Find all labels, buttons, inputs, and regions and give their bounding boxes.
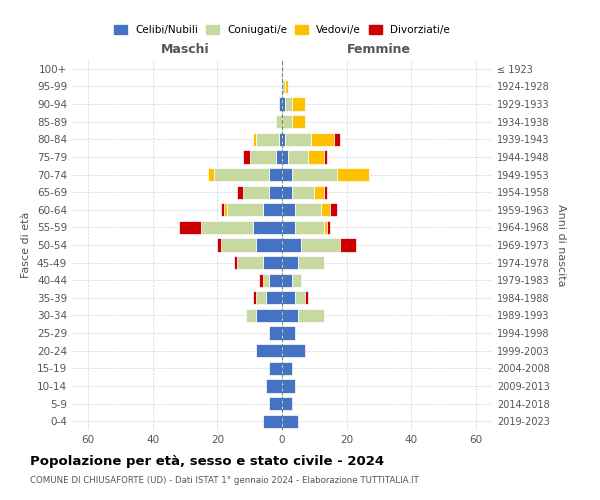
Bar [314, 186, 324, 198]
Bar [256, 344, 282, 358]
Bar [221, 203, 224, 216]
Bar [282, 221, 295, 234]
Bar [282, 291, 295, 304]
Bar [282, 397, 292, 410]
Bar [282, 344, 305, 358]
Bar [253, 132, 256, 146]
Bar [282, 80, 285, 93]
Bar [266, 380, 282, 392]
Text: COMUNE DI CHIUSAFORTE (UD) - Dati ISTAT 1° gennaio 2024 - Elaborazione TUTTITALI: COMUNE DI CHIUSAFORTE (UD) - Dati ISTAT … [30, 476, 419, 485]
Bar [282, 132, 285, 146]
Bar [324, 186, 327, 198]
Bar [292, 168, 337, 181]
Bar [269, 168, 282, 181]
Bar [208, 168, 214, 181]
Bar [331, 203, 337, 216]
Bar [327, 221, 331, 234]
Bar [285, 80, 289, 93]
Bar [256, 291, 266, 304]
Bar [285, 132, 311, 146]
Bar [269, 326, 282, 340]
Bar [337, 168, 369, 181]
Y-axis label: Fasce di età: Fasce di età [22, 212, 31, 278]
Bar [282, 326, 295, 340]
Bar [237, 186, 243, 198]
Bar [285, 98, 292, 110]
Bar [247, 309, 256, 322]
Bar [282, 256, 298, 269]
Bar [243, 150, 250, 164]
Bar [292, 186, 314, 198]
Bar [250, 150, 275, 164]
Bar [263, 274, 269, 287]
Bar [269, 186, 282, 198]
Y-axis label: Anni di nascita: Anni di nascita [556, 204, 566, 286]
Bar [324, 221, 327, 234]
Bar [263, 203, 282, 216]
Legend: Celibi/Nubili, Coniugati/e, Vedovi/e, Divorziati/e: Celibi/Nubili, Coniugati/e, Vedovi/e, Di… [110, 21, 454, 39]
Bar [321, 203, 331, 216]
Bar [308, 150, 324, 164]
Bar [243, 186, 269, 198]
Bar [295, 291, 305, 304]
Bar [221, 238, 256, 252]
Bar [279, 98, 282, 110]
Bar [324, 150, 327, 164]
Bar [292, 274, 301, 287]
Bar [253, 291, 256, 304]
Bar [269, 274, 282, 287]
Bar [282, 115, 292, 128]
Bar [282, 150, 289, 164]
Bar [237, 256, 263, 269]
Bar [301, 238, 340, 252]
Bar [263, 414, 282, 428]
Bar [282, 362, 292, 375]
Bar [292, 115, 305, 128]
Bar [282, 414, 298, 428]
Bar [289, 150, 308, 164]
Bar [275, 150, 282, 164]
Bar [311, 132, 334, 146]
Bar [256, 238, 282, 252]
Bar [259, 274, 263, 287]
Bar [282, 168, 292, 181]
Bar [233, 256, 237, 269]
Bar [295, 221, 324, 234]
Text: Femmine: Femmine [347, 44, 411, 57]
Bar [298, 309, 324, 322]
Bar [305, 291, 308, 304]
Bar [269, 362, 282, 375]
Bar [217, 238, 221, 252]
Bar [298, 256, 324, 269]
Bar [201, 221, 253, 234]
Bar [292, 98, 305, 110]
Bar [282, 380, 295, 392]
Bar [282, 274, 292, 287]
Bar [224, 203, 227, 216]
Bar [266, 291, 282, 304]
Bar [334, 132, 340, 146]
Bar [282, 309, 298, 322]
Text: Popolazione per età, sesso e stato civile - 2024: Popolazione per età, sesso e stato civil… [30, 455, 384, 468]
Text: Maschi: Maschi [161, 44, 209, 57]
Bar [282, 203, 295, 216]
Bar [295, 203, 321, 216]
Bar [282, 186, 292, 198]
Bar [256, 132, 279, 146]
Bar [279, 132, 282, 146]
Bar [282, 238, 301, 252]
Bar [282, 98, 285, 110]
Bar [253, 221, 282, 234]
Bar [340, 238, 356, 252]
Bar [269, 397, 282, 410]
Bar [263, 256, 282, 269]
Bar [275, 115, 282, 128]
Bar [256, 309, 282, 322]
Bar [214, 168, 269, 181]
Bar [179, 221, 201, 234]
Bar [227, 203, 263, 216]
